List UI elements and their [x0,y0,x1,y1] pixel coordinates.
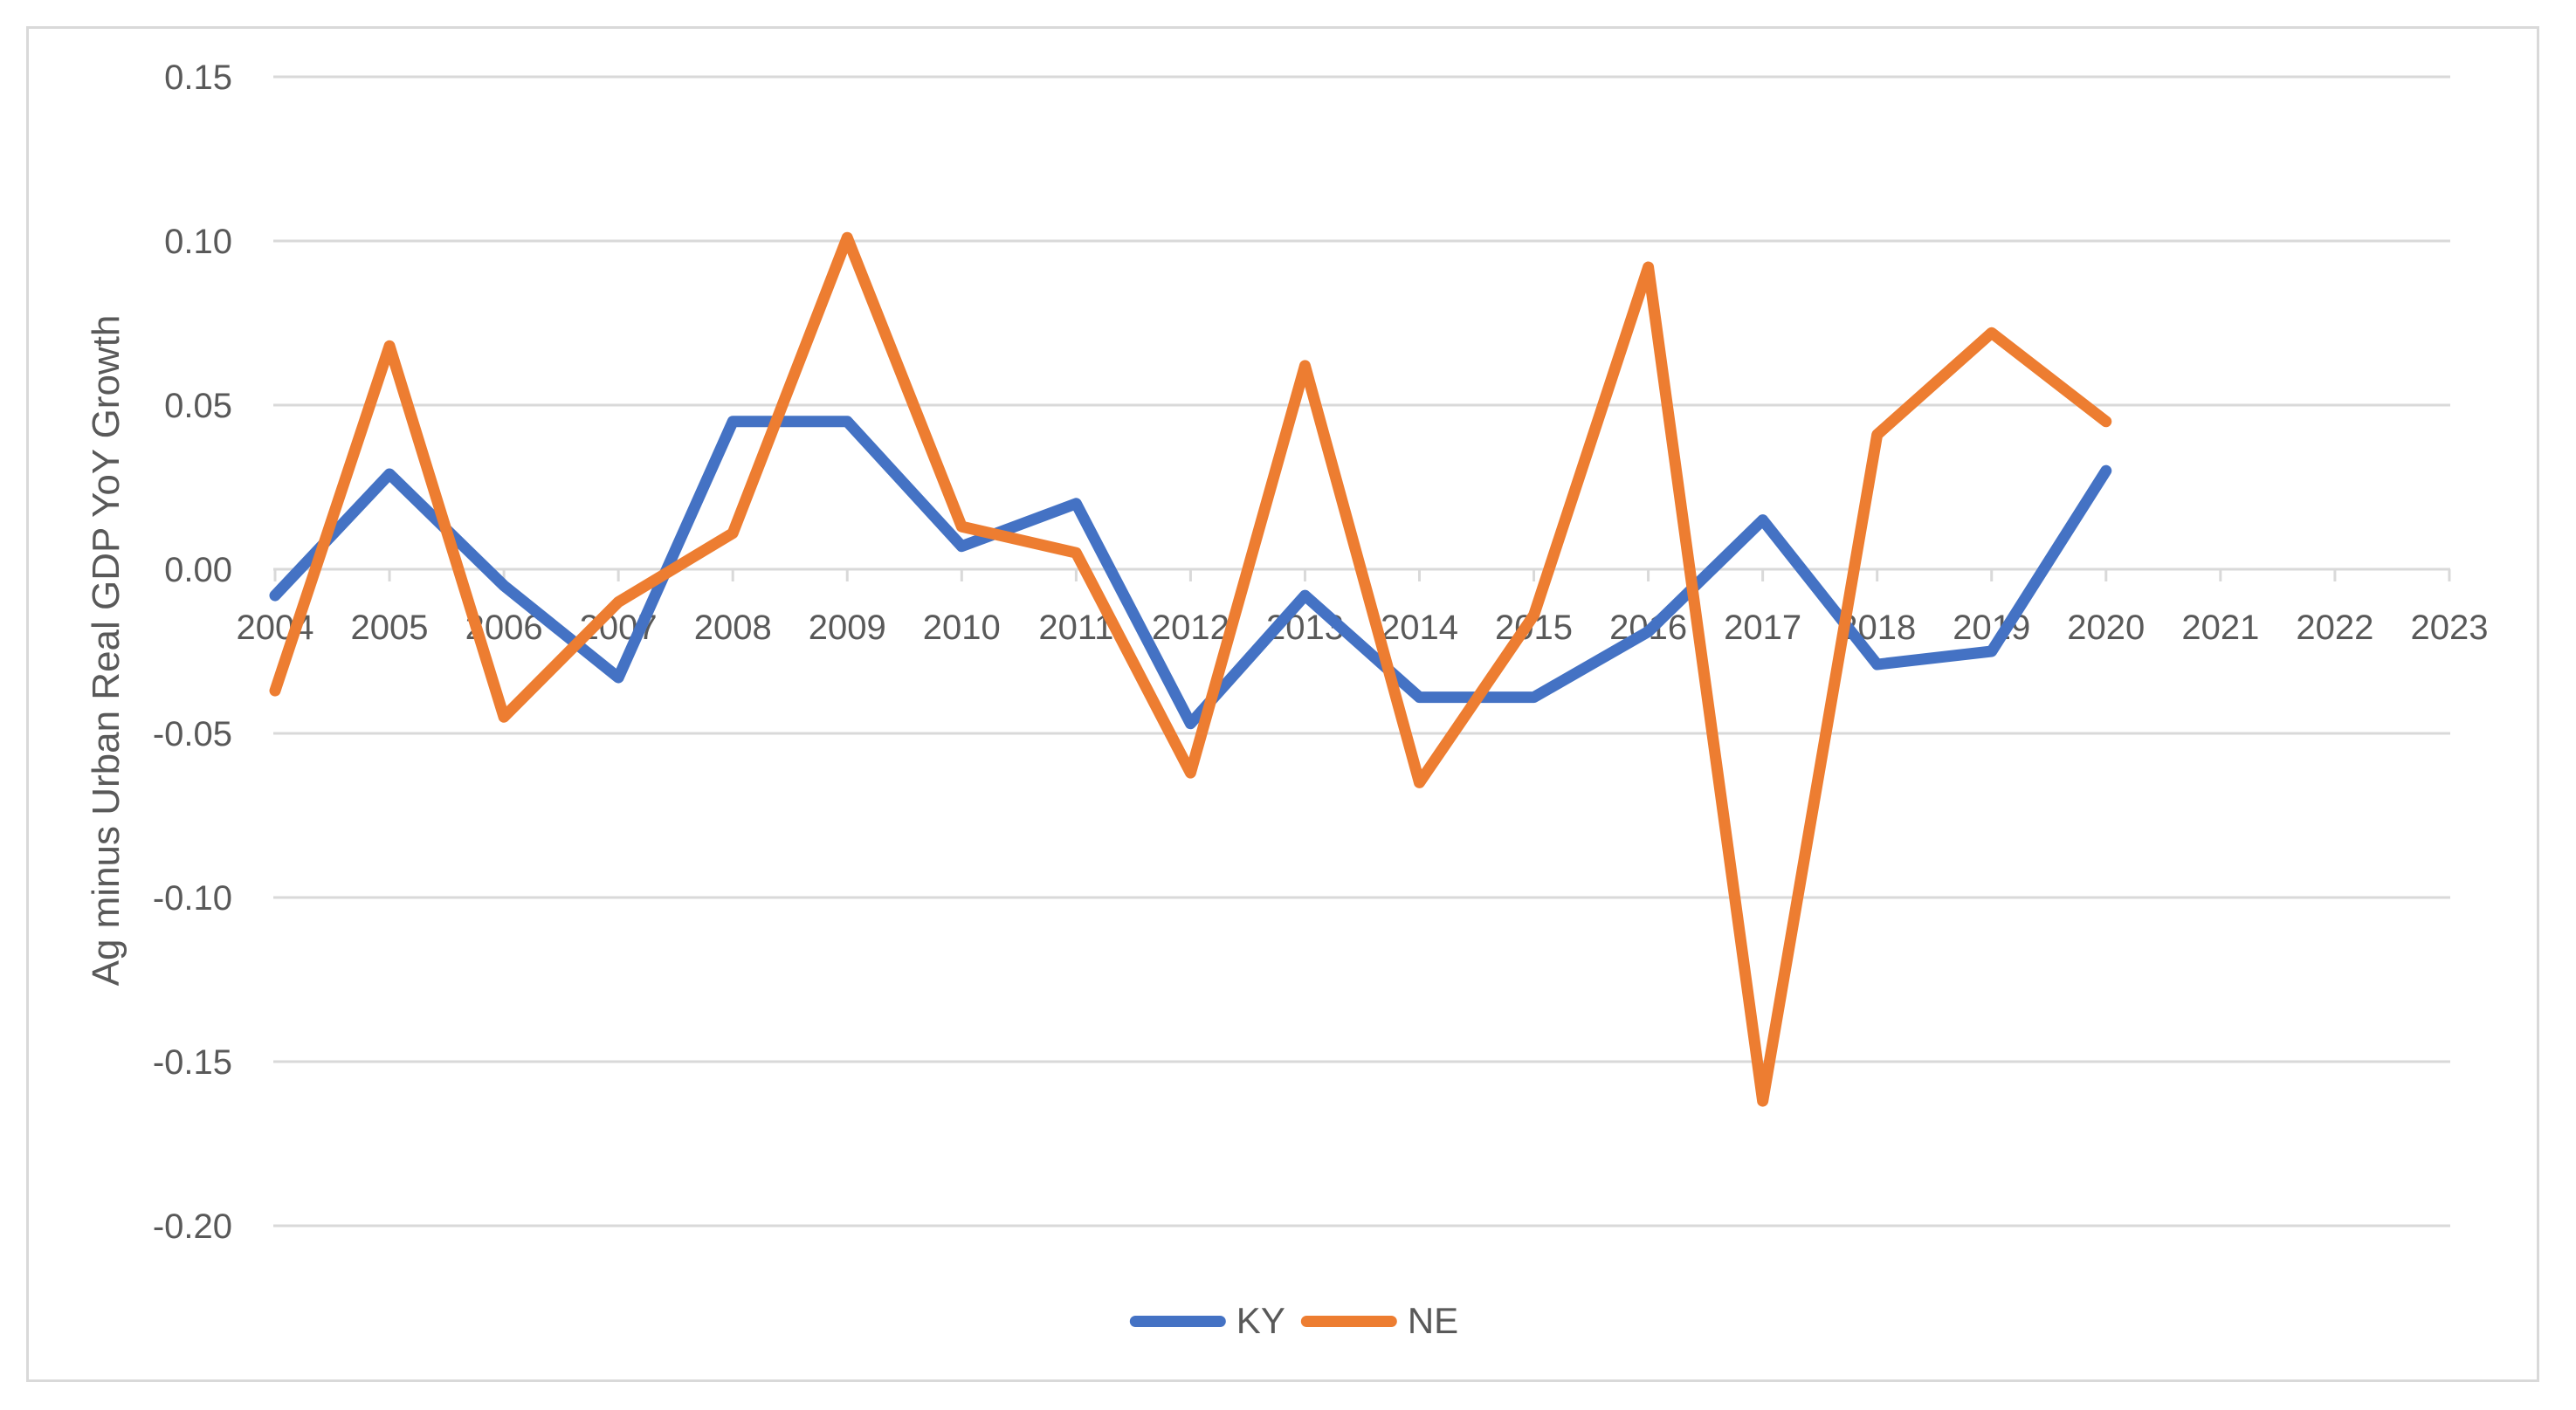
y-tick-label: 0.05 [164,387,232,425]
legend-label-ky: KY [1236,1300,1285,1341]
x-tick-label: 2008 [694,609,772,647]
x-tick-label: 2011 [1038,609,1113,647]
y-tick-label: -0.05 [153,715,232,753]
y-tick-label: -0.10 [153,879,232,918]
x-tick-label: 2022 [2296,609,2373,647]
x-tick-label: 2023 [2410,609,2488,647]
x-tick-label: 2010 [923,609,1001,647]
legend-item-ne: NE [1300,1300,1459,1342]
y-tick-label: 0.10 [164,223,232,261]
legend-item-ky: KY [1129,1300,1285,1342]
x-tick-label: 2021 [2181,609,2259,647]
x-tick-label: 2020 [2067,609,2145,647]
y-tick-label: -0.20 [153,1207,232,1246]
y-axis-title: Ag minus Urban Real GDP YoY Growth [85,314,127,987]
y-tick-label: 0.15 [164,58,232,97]
legend: KY NE [1129,1300,1459,1342]
series-line-ne [269,231,2112,1107]
ne-line-swatch-icon [1300,1315,1397,1327]
x-tick-label: 2009 [809,609,886,647]
x-tick-label: 2005 [351,609,429,647]
x-tick-label: 2014 [1381,609,1458,647]
chart-outer-border [26,26,2539,1382]
y-tick-label: -0.15 [153,1043,232,1082]
x-tick-label: 2017 [1724,609,1801,647]
legend-label-ne: NE [1407,1300,1459,1341]
y-tick-label: 0.00 [164,551,232,589]
x-tick-label: 2012 [1152,609,1229,647]
ky-line-swatch-icon [1129,1315,1226,1327]
